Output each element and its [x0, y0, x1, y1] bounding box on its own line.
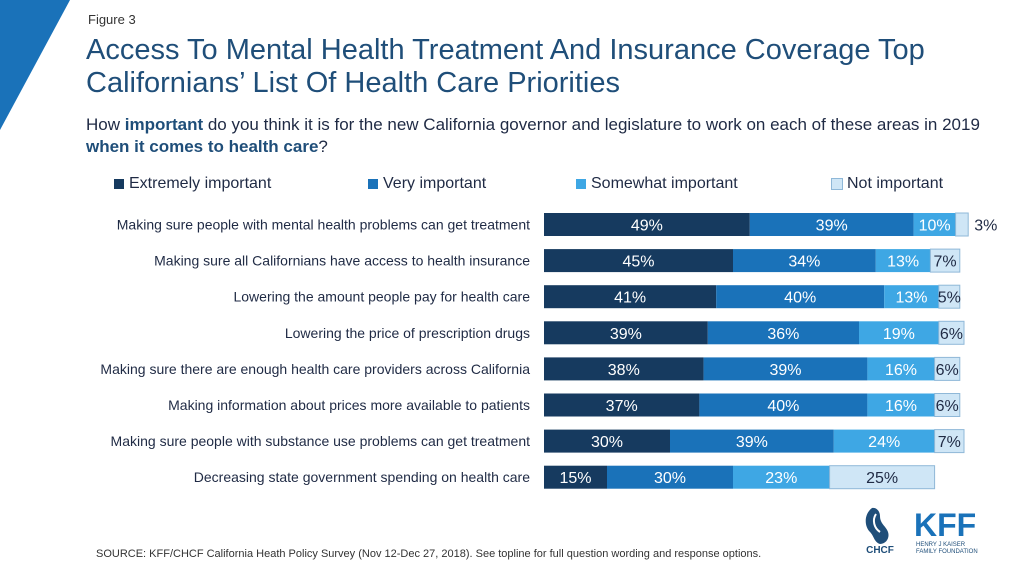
source-note: SOURCE: KFF/CHCF California Heath Policy… — [96, 548, 762, 560]
bar-segment-extremely — [544, 357, 704, 381]
category-label: Making sure people with substance use pr… — [111, 433, 531, 449]
data-label: 16% — [885, 398, 917, 415]
data-label: 41% — [614, 290, 646, 307]
bar-segment-somewhat — [884, 285, 939, 309]
bar-segment-extremely — [544, 249, 733, 273]
data-label: 40% — [784, 290, 816, 307]
data-label: 36% — [767, 326, 799, 343]
bar-segment-somewhat — [859, 321, 939, 345]
legend-item-very: Very important — [368, 175, 486, 193]
data-label: 34% — [788, 254, 820, 271]
bar-segment-very — [716, 285, 885, 309]
bar-segment-somewhat — [875, 249, 931, 273]
data-label: 19% — [883, 326, 915, 343]
bar-segment-somewhat — [867, 357, 935, 381]
data-label: 39% — [816, 218, 848, 235]
data-label: 7% — [938, 434, 961, 451]
category-label: Decreasing state government spending on … — [194, 469, 530, 485]
legend-label: Not important — [847, 175, 944, 192]
legend-swatch — [831, 178, 843, 190]
bar-segment-not — [929, 248, 961, 273]
bar-segment-extremely — [544, 285, 717, 309]
bar-segment-very — [670, 429, 834, 453]
data-label: 23% — [765, 470, 797, 487]
data-label: 6% — [940, 326, 963, 343]
bar-segment-extremely — [544, 213, 750, 236]
bar-segment-very — [749, 213, 914, 236]
data-label: 13% — [887, 254, 919, 271]
data-label: 15% — [559, 470, 591, 487]
data-label: 45% — [622, 254, 654, 271]
data-label: 39% — [610, 326, 642, 343]
bar-segment-very — [733, 249, 876, 273]
bar-segment-extremely — [544, 465, 607, 489]
bar-segment-not — [934, 393, 961, 417]
bar-segment-extremely — [544, 321, 708, 345]
kff-logo-sub1: HENRY J KAISER — [916, 542, 966, 548]
bar-segment-not — [934, 429, 965, 454]
bar-segment-not — [938, 284, 961, 309]
legend-item-somewhat: Somewhat important — [576, 175, 738, 193]
chart-title: Access To Mental Health Treatment And In… — [86, 34, 925, 99]
bar-segment-somewhat — [913, 213, 956, 236]
bar-segment-somewhat — [733, 465, 830, 489]
legend-swatch — [576, 179, 586, 189]
data-label: 37% — [606, 398, 638, 415]
data-label: 30% — [591, 434, 623, 451]
data-label: 39% — [736, 434, 768, 451]
chart-legend: Extremely important Very important Somew… — [0, 175, 1024, 195]
bar-segment-not — [934, 356, 961, 381]
figure-label: Figure 3 — [88, 12, 136, 27]
bar-segment-not — [829, 465, 936, 490]
chart-subtitle: How important do you think it is for the… — [86, 115, 980, 156]
data-label: 39% — [769, 362, 801, 379]
data-label: 7% — [934, 254, 957, 271]
legend-label: Very important — [383, 175, 487, 192]
legend-label: Extremely important — [129, 175, 272, 192]
kff-logo-icon: KFF HENRY J KAISER FAMILY FOUNDATION — [914, 507, 978, 555]
legend-swatch — [114, 179, 124, 189]
bar-segment-extremely — [544, 429, 670, 453]
kff-logo-text: KFF — [914, 507, 976, 543]
data-label: 40% — [767, 398, 799, 415]
data-label: 3% — [974, 218, 997, 235]
category-label: Making sure people with mental health pr… — [117, 217, 530, 233]
bar-segment-very — [707, 321, 859, 345]
data-label: 5% — [938, 290, 961, 307]
data-label: 6% — [936, 362, 959, 379]
data-label: 13% — [895, 290, 927, 307]
bar-segment-somewhat — [833, 429, 935, 453]
data-label: 38% — [608, 362, 640, 379]
category-label: Making sure all Californians have access… — [154, 253, 530, 269]
category-label: Making sure there are enough health care… — [100, 361, 530, 377]
data-label: 6% — [936, 398, 959, 415]
chcf-logo-text: CHCF — [866, 545, 894, 554]
category-label: Making information about prices more ava… — [168, 397, 530, 413]
bar-segment-not — [955, 212, 969, 237]
category-label: Lowering the price of prescription drugs — [285, 325, 530, 341]
data-label: 30% — [654, 470, 686, 487]
corner-accent — [0, 0, 70, 130]
chcf-logo-icon: CHCF — [865, 507, 894, 554]
bar-segment-very — [699, 393, 868, 417]
bar-segment-extremely — [544, 393, 700, 417]
bar-segment-somewhat — [867, 393, 935, 417]
bar-segment-not — [938, 320, 965, 345]
bar-segment-very — [703, 357, 868, 381]
legend-label: Somewhat important — [591, 175, 738, 192]
data-label: 10% — [919, 218, 951, 235]
legend-item-not: Not important — [831, 175, 944, 193]
data-label: 49% — [631, 218, 663, 235]
legend-swatch — [368, 179, 378, 189]
data-label: 25% — [866, 470, 898, 487]
data-label: 24% — [868, 434, 900, 451]
bar-segment-very — [607, 465, 733, 489]
legend-item-extremely: Extremely important — [114, 175, 271, 193]
data-label: 16% — [885, 362, 917, 379]
category-label: Lowering the amount people pay for healt… — [233, 289, 530, 305]
kff-logo-sub2: FAMILY FOUNDATION — [916, 549, 978, 555]
